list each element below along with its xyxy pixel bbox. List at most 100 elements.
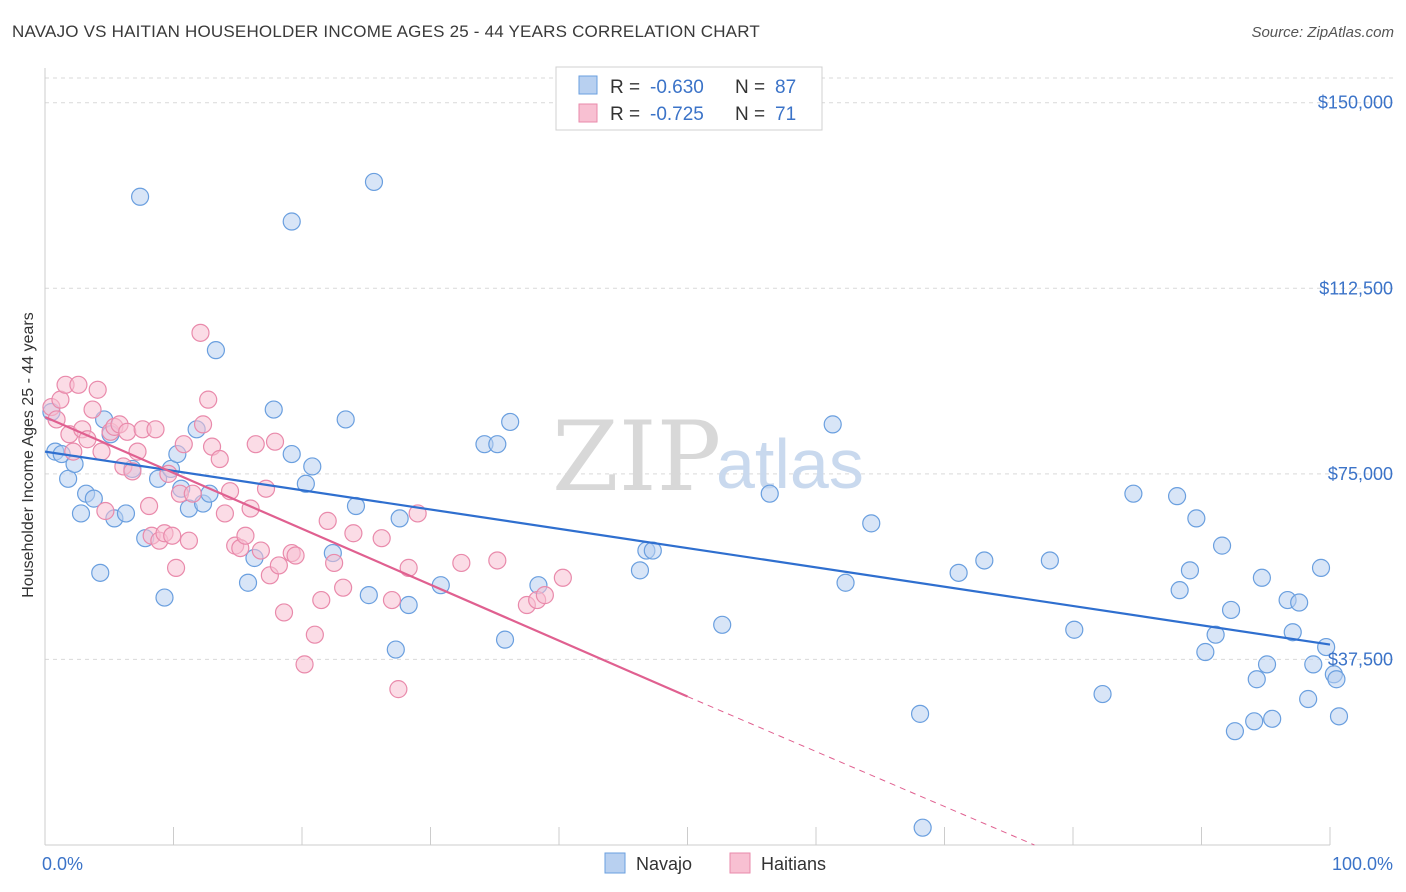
haitians-point-38 xyxy=(215,504,234,523)
watermark: ZIP atlas xyxy=(552,401,864,513)
y-axis-label: Householder Income Ages 25 - 44 years xyxy=(20,312,37,598)
navajo-point-29 xyxy=(282,444,301,464)
legend-r-navajo: -0.630 xyxy=(650,77,704,98)
navajo-point-69 xyxy=(1212,536,1232,555)
y-tick-label-3: $37,500 xyxy=(1328,649,1393,669)
navajo-point-68 xyxy=(1206,625,1225,644)
legend-n-navajo: 87 xyxy=(775,77,796,98)
navajo-point-45 xyxy=(501,412,520,432)
navajo-point-47 xyxy=(630,561,650,580)
haitians-point-28 xyxy=(166,558,186,577)
bottom-legend-navajo: Navajo xyxy=(636,854,692,874)
navajo-trend-line xyxy=(44,450,1331,646)
navajo-point-59 xyxy=(1040,551,1059,570)
haitians-point-31 xyxy=(179,531,199,550)
haitians-point-35 xyxy=(199,390,218,409)
haitians-point-69 xyxy=(535,586,554,605)
navajo-point-54 xyxy=(862,514,881,533)
watermark-atlas: atlas xyxy=(716,425,864,503)
navajo-point-8 xyxy=(91,563,110,582)
haitians-point-9 xyxy=(83,400,102,419)
haitians-point-48 xyxy=(265,432,285,451)
navajo-point-43 xyxy=(488,435,507,454)
navajo-point-73 xyxy=(1247,670,1266,689)
navajo-point-12 xyxy=(116,504,136,523)
series-haitians xyxy=(42,323,572,699)
legend-swatch-haitians xyxy=(578,103,598,123)
haitians-point-50 xyxy=(274,603,294,622)
navajo-point-56 xyxy=(913,818,932,837)
navajo-point-51 xyxy=(760,484,779,503)
haitians-point-52 xyxy=(286,546,305,565)
bottom-legend-swatch-haitians xyxy=(729,852,751,874)
navajo-point-70 xyxy=(1221,600,1241,620)
y-tick-label-0: $150,000 xyxy=(1318,93,1393,113)
navajo-point-5 xyxy=(71,504,91,523)
trend-lines xyxy=(44,415,1331,846)
haitians-point-57 xyxy=(325,553,344,573)
navajo-point-28 xyxy=(264,400,283,419)
navajo-point-72 xyxy=(1245,712,1264,731)
navajo-point-17 xyxy=(155,588,174,607)
haitians-point-12 xyxy=(96,501,115,521)
navajo-point-26 xyxy=(238,573,258,592)
bottom-legend-swatch-navajo xyxy=(604,852,626,874)
navajo-point-76 xyxy=(1263,709,1282,728)
legend-n-label-2: N = xyxy=(735,104,765,125)
navajo-point-64 xyxy=(1170,581,1189,600)
navajo-point-34 xyxy=(336,410,355,429)
y-tick-label-2: $75,000 xyxy=(1328,464,1393,484)
haitians-point-45 xyxy=(251,541,270,560)
navajo-point-62 xyxy=(1124,484,1143,503)
haitians-point-70 xyxy=(553,568,572,587)
bottom-legend: Navajo Haitians xyxy=(604,852,826,874)
haitians-point-17 xyxy=(118,422,137,441)
navajo-point-36 xyxy=(359,586,378,605)
haitians-point-46 xyxy=(256,479,276,498)
haitians-point-21 xyxy=(139,496,159,516)
navajo-point-32 xyxy=(303,457,322,476)
navajo-point-14 xyxy=(130,187,150,206)
haitians-point-56 xyxy=(318,511,337,530)
chart-title: NAVAJO VS HAITIAN HOUSEHOLDER INCOME AGE… xyxy=(12,22,760,41)
legend-r-label-2: R = xyxy=(610,104,640,125)
haitians-point-11 xyxy=(92,442,111,461)
navajo-point-30 xyxy=(282,212,301,231)
watermark-zip: ZIP xyxy=(552,401,721,513)
navajo-point-57 xyxy=(949,563,968,582)
haitians-point-18 xyxy=(123,462,142,481)
navajo-point-75 xyxy=(1257,655,1277,674)
haitians-point-55 xyxy=(312,590,331,610)
haitians-point-63 xyxy=(399,558,418,577)
haitians-point-32 xyxy=(183,484,202,503)
navajo-point-44 xyxy=(495,630,515,649)
navajo-point-74 xyxy=(1252,568,1271,587)
legend-n-label: N = xyxy=(735,77,765,98)
navajo-point-25 xyxy=(206,341,226,360)
x-tick-label-0: 0.0% xyxy=(42,854,83,874)
navajo-point-67 xyxy=(1196,642,1215,662)
navajo-point-79 xyxy=(1290,593,1309,612)
navajo-point-63 xyxy=(1167,487,1187,506)
navajo-point-86 xyxy=(1329,707,1349,726)
navajo-point-81 xyxy=(1304,655,1323,674)
haitians-trend-line xyxy=(44,415,688,698)
haitians-point-33 xyxy=(191,323,210,342)
x-tick-label-1: 100.0% xyxy=(1332,854,1393,874)
navajo-point-50 xyxy=(713,615,732,634)
haitians-point-54 xyxy=(305,625,324,644)
navajo-point-66 xyxy=(1187,509,1206,528)
haitians-point-66 xyxy=(488,551,507,570)
haitians-point-53 xyxy=(295,655,314,674)
haitians-point-42 xyxy=(236,526,255,545)
haitians-point-61 xyxy=(382,590,402,610)
haitians-point-37 xyxy=(210,449,229,469)
navajo-point-7 xyxy=(84,489,103,508)
source-label: Source: ZipAtlas.com xyxy=(1251,24,1394,41)
haitians-point-27 xyxy=(163,526,182,545)
navajo-point-82 xyxy=(1311,558,1331,577)
haitians-point-23 xyxy=(146,420,165,439)
navajo-point-31 xyxy=(296,474,315,493)
haitians-point-10 xyxy=(88,380,107,399)
